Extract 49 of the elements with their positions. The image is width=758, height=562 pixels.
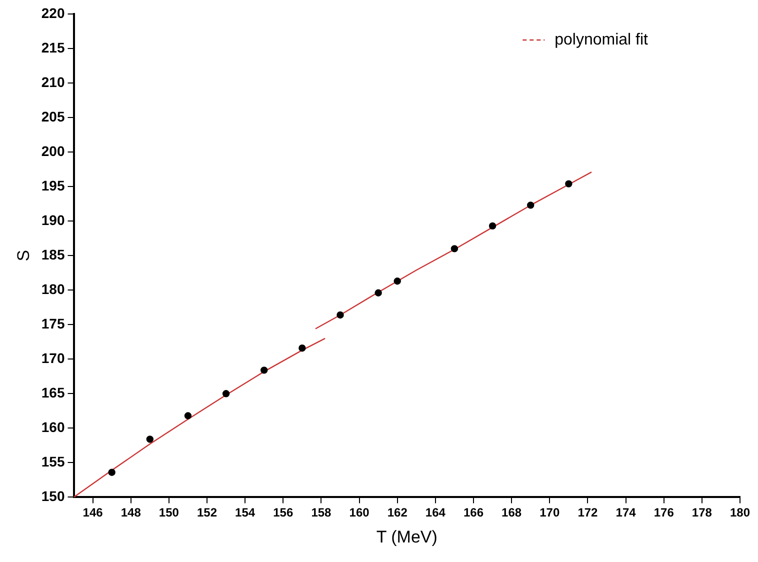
point xyxy=(146,436,154,443)
point xyxy=(374,289,382,296)
point xyxy=(108,468,116,476)
x-tick-label: 164 xyxy=(425,506,446,520)
y-tick-label: 220 xyxy=(41,4,65,21)
y-tick-label: 155 xyxy=(41,454,65,470)
x-tick-label: 178 xyxy=(692,506,712,520)
point xyxy=(260,366,268,374)
y-tick-label: 170 xyxy=(41,350,65,366)
point xyxy=(450,245,458,252)
x-tick-label: 146 xyxy=(82,506,104,520)
y-tick-label: 190 xyxy=(41,212,65,228)
x-tick-label: 180 xyxy=(730,506,750,520)
x-tick-label: 168 xyxy=(502,506,522,520)
x-tick-label: 160 xyxy=(349,506,370,520)
x-tick-label: 156 xyxy=(273,506,294,520)
y-tick-label: 175 xyxy=(41,315,65,332)
y-tick-label: 210 xyxy=(41,74,65,90)
point xyxy=(565,180,572,188)
y-tick-label: 215 xyxy=(41,39,65,56)
x-tick-label: 166 xyxy=(463,506,484,520)
y-axis-title: S xyxy=(14,250,33,262)
point xyxy=(184,412,192,420)
x-tick-label: 170 xyxy=(540,506,560,520)
y-tick-label: 205 xyxy=(41,108,65,124)
y-tick-label: 150 xyxy=(41,488,65,504)
x-tick-label: 172 xyxy=(578,506,598,520)
x-tick-label: 148 xyxy=(120,506,142,520)
y-tick-label: 165 xyxy=(41,384,65,401)
x-tick-label: 154 xyxy=(235,506,256,520)
y-tick-label: 195 xyxy=(41,177,65,194)
x-tick-label: 162 xyxy=(387,506,408,520)
point xyxy=(488,222,496,230)
point xyxy=(222,390,230,398)
x-tick-label: 152 xyxy=(196,506,218,520)
point xyxy=(298,344,306,352)
y-tick-label: 160 xyxy=(41,419,65,436)
legend-label: polynomial fit xyxy=(554,31,649,48)
x-axis-title: T (MeV) xyxy=(376,527,438,546)
y-tick-label: 185 xyxy=(41,246,65,262)
x-tick-label: 176 xyxy=(654,506,674,520)
point xyxy=(394,278,401,285)
point xyxy=(527,202,534,209)
y-tick-label: 180 xyxy=(41,280,65,297)
x-tick-label: 158 xyxy=(311,506,332,520)
x-tick-label: 150 xyxy=(158,506,180,520)
y-tick-label: 200 xyxy=(41,142,65,159)
point xyxy=(336,311,344,319)
x-tick-label: 174 xyxy=(616,506,636,520)
